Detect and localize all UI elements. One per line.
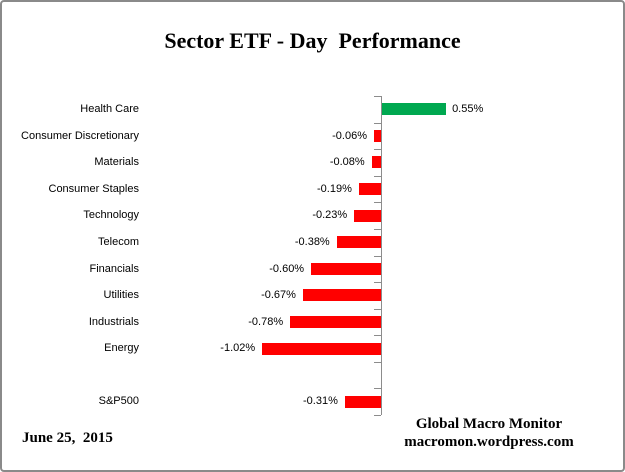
- chart-title: Sector ETF - Day Performance: [164, 28, 461, 53]
- axis-tick: [374, 96, 381, 97]
- axis-tick: [374, 202, 381, 203]
- value-label: -0.23%: [312, 209, 348, 222]
- value-label: -0.60%: [269, 262, 305, 275]
- axis-tick: [374, 415, 381, 416]
- axis-tick: [374, 309, 381, 310]
- value-label: -0.78%: [248, 315, 284, 328]
- category-label: Utilities: [103, 289, 139, 302]
- category-label: Energy: [104, 342, 139, 355]
- bar-positive: [382, 103, 447, 116]
- category-label: Financials: [89, 262, 139, 275]
- date-label: June 25, 2015: [22, 430, 113, 446]
- bar-negative: [262, 342, 381, 355]
- bar-negative: [371, 156, 381, 169]
- axis-tick: [374, 362, 381, 363]
- value-label: -0.31%: [303, 395, 338, 408]
- category-label: Telecom: [98, 235, 139, 248]
- category-label: Health Care: [80, 103, 139, 115]
- bar-negative: [374, 129, 381, 142]
- value-label: -0.08%: [329, 156, 365, 169]
- category-label: S&P500: [98, 395, 139, 408]
- bar-negative: [344, 395, 381, 408]
- category-label: Technology: [83, 209, 139, 222]
- value-label: -0.19%: [317, 182, 352, 195]
- value-label: -0.06%: [332, 129, 367, 142]
- value-label: 0.55%: [452, 103, 484, 115]
- bar-negative: [290, 315, 381, 328]
- category-label: Industrials: [88, 315, 139, 328]
- bar-negative: [302, 289, 381, 302]
- bar-negative: [358, 183, 381, 196]
- axis-line: [381, 96, 382, 415]
- value-label: -0.38%: [294, 235, 330, 248]
- source-attribution: Global Macro Monitor macromon.wordpress.…: [354, 415, 623, 451]
- axis-tick: [374, 388, 381, 389]
- source-url: macromon.wordpress.com: [404, 434, 574, 450]
- value-label: -0.67%: [261, 289, 296, 302]
- bar-negative: [354, 209, 381, 222]
- axis-tick: [374, 123, 381, 124]
- bar-negative: [336, 236, 381, 249]
- axis-tick: [374, 176, 381, 177]
- category-label: Materials: [94, 156, 139, 169]
- axis-tick: [374, 256, 381, 257]
- source-name: Global Macro Monitor: [415, 416, 563, 432]
- value-label: -1.02%: [220, 342, 256, 355]
- axis-tick: [374, 229, 381, 230]
- category-label: Consumer Staples: [48, 182, 140, 195]
- axis-tick: [374, 282, 381, 283]
- category-label: Consumer Discretionary: [21, 129, 139, 142]
- bar-negative: [311, 262, 381, 275]
- axis-tick: [374, 149, 381, 150]
- axis-tick: [374, 335, 381, 336]
